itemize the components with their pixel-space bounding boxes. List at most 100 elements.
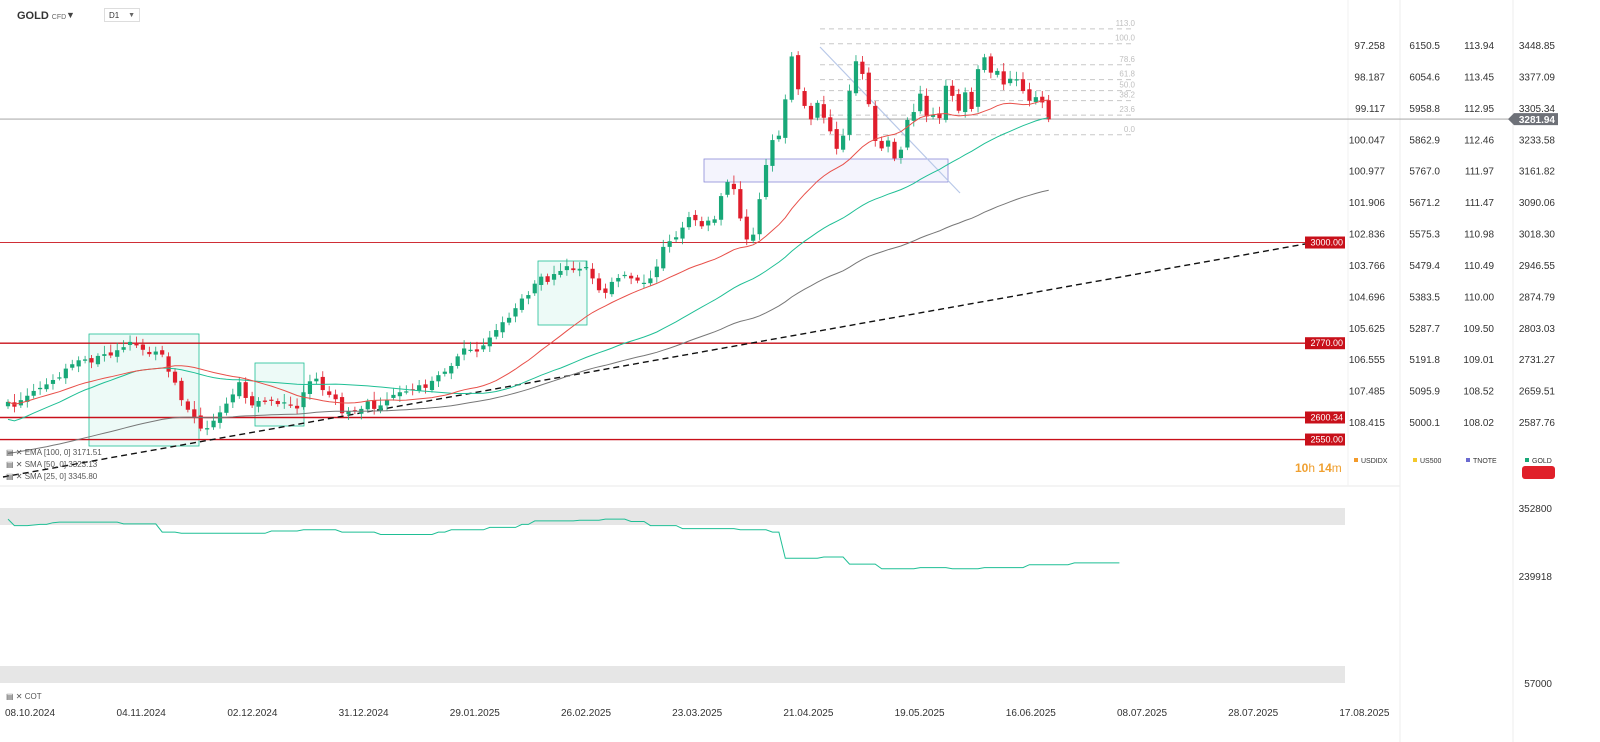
candle-body	[44, 384, 49, 390]
candle	[410, 383, 415, 396]
legend-label[interactable]: GOLD	[1532, 458, 1552, 465]
candle	[198, 407, 203, 432]
eye-icon[interactable]: ▤ ✕	[6, 692, 25, 701]
candle	[468, 341, 473, 353]
legend-label[interactable]: USDIDX	[1361, 458, 1388, 465]
candle-body	[898, 149, 904, 159]
candle	[288, 396, 293, 409]
chevron-down-icon: ▼	[128, 12, 135, 19]
candle-body	[648, 278, 653, 284]
legend-label[interactable]: US500	[1420, 458, 1442, 465]
candle-body	[89, 358, 94, 363]
scale-tick-label: 3377.09	[1519, 72, 1556, 83]
fibonacci-label: 0.0	[1124, 125, 1136, 134]
scale-tick-label: 105.625	[1349, 324, 1386, 335]
candle	[526, 291, 531, 305]
eye-icon[interactable]: ▤ ✕	[6, 472, 25, 481]
cot-tick-label: 352800	[1519, 504, 1553, 515]
candle-body	[853, 61, 859, 94]
x-tick-label: 29.01.2025	[450, 708, 500, 719]
indicator-sma25-label: SMA [25, 0] 3345.80	[24, 472, 98, 481]
cot-line	[7, 518, 1120, 570]
scale-tick-label: 102.836	[1349, 230, 1386, 241]
fibonacci-label: 61.8	[1119, 70, 1135, 79]
price-level-label: 3000.00	[1310, 238, 1343, 248]
symbol-label[interactable]: GOLD CFD	[17, 10, 66, 22]
candle	[885, 136, 891, 153]
cot-band-bottom	[0, 666, 1345, 683]
candle	[185, 398, 190, 413]
candle-body	[776, 135, 781, 140]
symbol-type: CFD	[51, 14, 67, 21]
candle	[930, 107, 936, 120]
candle-body	[391, 394, 396, 398]
indicator-sma50[interactable]: ▤ ✕ SMA [50, 0] 3323.13	[6, 460, 97, 469]
gold-toggle-button[interactable]	[1522, 466, 1555, 479]
candle-body	[629, 275, 634, 279]
indicator-cot[interactable]: ▤ ✕ COT	[6, 692, 42, 701]
candle	[982, 53, 987, 73]
candle-body	[192, 409, 197, 418]
candle	[513, 303, 518, 323]
candle	[551, 265, 557, 286]
sma25-line	[7, 99, 1049, 405]
symbol-dropdown-icon[interactable]: ▼	[66, 10, 75, 20]
candle	[654, 259, 659, 283]
eye-icon[interactable]: ▤ ✕	[6, 460, 25, 469]
candle-body	[519, 298, 525, 310]
candle	[282, 393, 287, 409]
candle	[898, 146, 904, 164]
candle	[808, 102, 814, 126]
candle-body	[76, 360, 81, 367]
timer-m-unit: m	[1331, 461, 1342, 475]
candle	[828, 109, 833, 134]
sma50-line	[7, 117, 1049, 422]
scale-tick-label: 3090.06	[1519, 198, 1556, 209]
candle-body	[397, 392, 402, 397]
candle-body	[539, 276, 544, 285]
candle-body	[301, 392, 306, 408]
candle	[500, 316, 505, 338]
candle	[744, 209, 749, 246]
candle	[802, 87, 807, 109]
candle	[796, 51, 801, 95]
candle	[352, 406, 357, 415]
candle	[841, 128, 846, 153]
scale-tick-label: 111.47	[1465, 198, 1495, 209]
candle-body	[584, 267, 589, 269]
indicator-sma25[interactable]: ▤ ✕ SMA [25, 0] 3345.80	[6, 472, 97, 481]
candle	[661, 239, 666, 271]
scale-tick-label: 5191.8	[1409, 355, 1440, 366]
candle	[1020, 72, 1026, 94]
candle-body	[603, 288, 608, 293]
candle	[603, 283, 608, 299]
candle	[179, 377, 184, 406]
price-level-label: 2550.00	[1310, 435, 1343, 445]
candle-body	[269, 399, 274, 401]
candle-body	[641, 282, 647, 284]
timeframe-select[interactable]: D1 ▼	[104, 8, 140, 22]
candle-body	[616, 277, 621, 282]
scale-tick-label: 106.555	[1349, 355, 1386, 366]
legend-swatch	[1466, 458, 1470, 462]
fibonacci-label: 113.0	[1116, 19, 1136, 28]
eye-icon[interactable]: ▤ ✕	[6, 448, 25, 457]
trend-line[interactable]	[2, 243, 1306, 478]
indicator-ema100[interactable]: ▤ ✕ EMA [100, 0] 3171.51	[6, 448, 102, 457]
candle	[307, 374, 313, 400]
candle	[320, 371, 325, 396]
candle-body	[751, 234, 756, 241]
candle	[436, 371, 441, 387]
scale-tick-label: 5383.5	[1409, 292, 1440, 303]
candle-body	[294, 405, 300, 409]
candle	[95, 353, 101, 367]
candle-body	[365, 401, 370, 410]
candle-body	[828, 117, 833, 132]
candle	[237, 376, 242, 399]
legend-label[interactable]: TNOTE	[1473, 458, 1497, 465]
candle-body	[160, 350, 165, 355]
candle-body	[224, 403, 229, 413]
candle-body	[166, 356, 171, 372]
candle	[596, 273, 602, 293]
